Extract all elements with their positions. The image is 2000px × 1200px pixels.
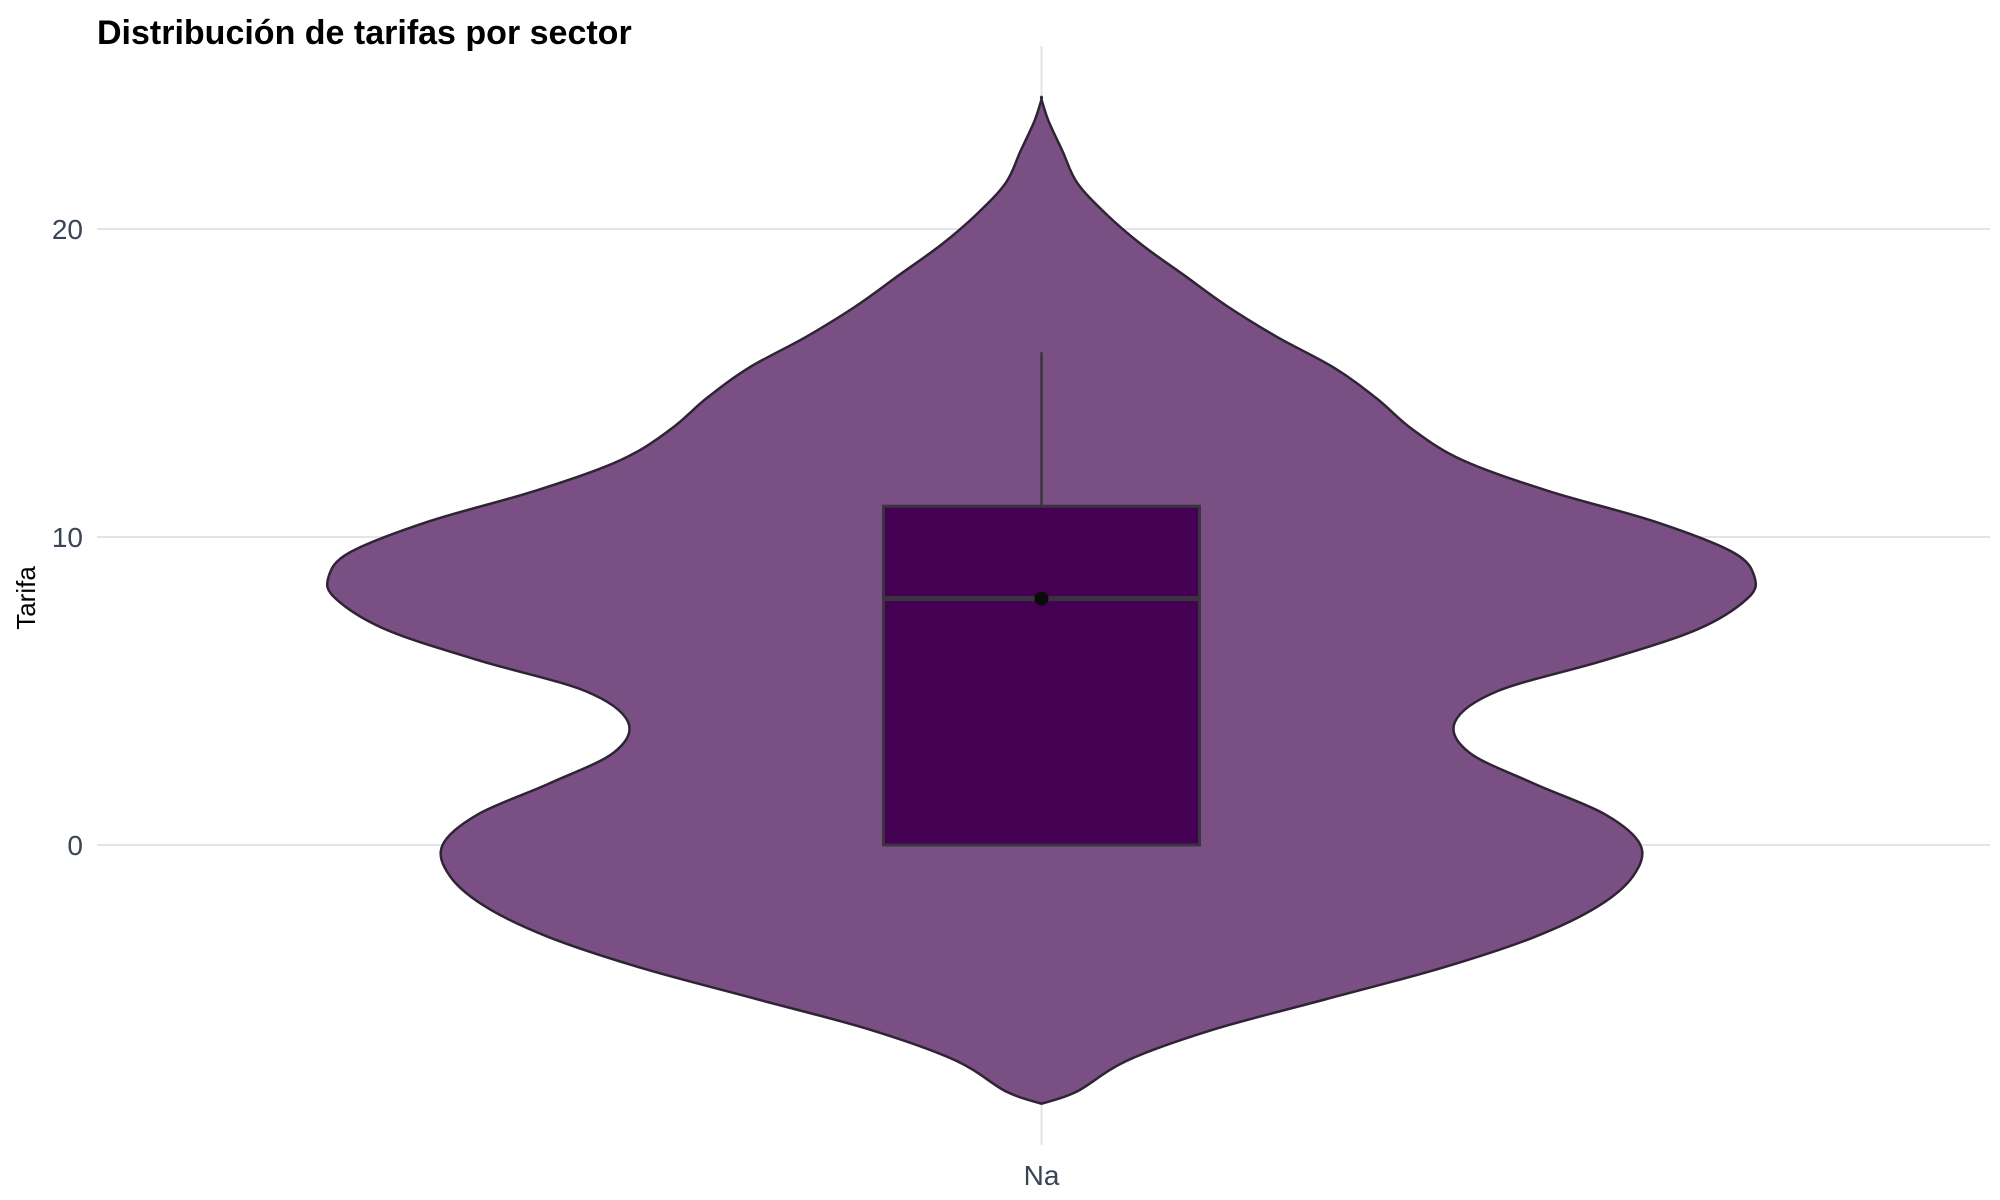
y-axis-ticks: 0 10 20 [52, 214, 83, 861]
y-tick-label: 20 [52, 214, 83, 245]
y-axis-title: Tarifa [11, 566, 41, 630]
y-tick-label: 0 [67, 830, 83, 861]
boxplot-layer [882, 352, 1201, 847]
box-iqr [882, 504, 1201, 847]
chart-title: Distribución de tarifas por sector [97, 14, 632, 52]
x-tick-label: Na [1024, 1160, 1060, 1191]
y-tick-label: 10 [52, 522, 83, 553]
mean-point [1034, 591, 1049, 606]
x-axis-ticks: Na [1024, 1160, 1060, 1191]
